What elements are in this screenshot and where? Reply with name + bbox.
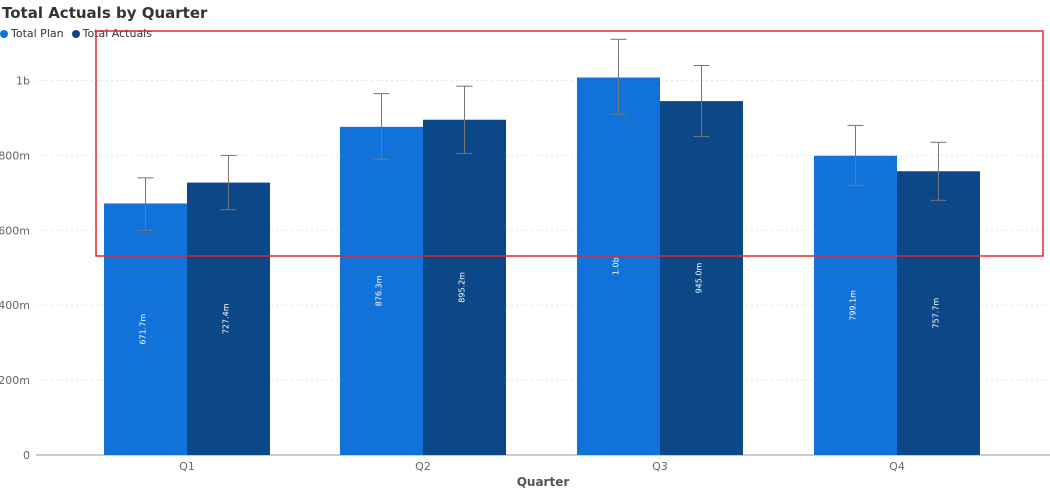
data-label: 799.1m (849, 290, 858, 321)
x-tick-label: Q2 (415, 460, 431, 473)
data-label: 1.0b (612, 257, 621, 275)
bar-plan-q4 (814, 155, 897, 455)
bar-actuals-q1 (187, 182, 270, 456)
bar-actuals-q3 (660, 101, 743, 455)
bar-plan-q1 (104, 203, 187, 455)
bar-actuals-q2 (423, 119, 506, 456)
legend-item-plan[interactable]: Total Plan (0, 27, 64, 40)
bar-actuals-q4 (897, 171, 980, 456)
y-tick-label: 800m (0, 149, 30, 162)
y-tick-label: 0 (23, 449, 30, 462)
y-tick-label: 1b (16, 75, 30, 88)
x-axis-title: Quarter (517, 475, 570, 489)
data-label: 876.3m (375, 275, 384, 306)
data-label: 727.4m (222, 303, 231, 334)
y-tick-label: 200m (0, 374, 30, 387)
legend-dot-actuals-icon (71, 29, 80, 38)
x-tick-label: Q4 (889, 460, 905, 473)
y-tick-label: 600m (0, 224, 30, 237)
highlight-box (95, 30, 1044, 257)
legend-dot-plan-icon (0, 29, 8, 38)
bar-plan-q2 (340, 126, 423, 455)
bar-plan-q3 (577, 77, 660, 455)
data-label: 895.2m (458, 272, 467, 303)
legend-label-plan: Total Plan (11, 27, 64, 40)
y-tick-label: 400m (0, 299, 30, 312)
data-label: 945.0m (695, 262, 704, 293)
chart-title: Total Actuals by Quarter (2, 4, 208, 22)
data-label: 671.7m (139, 314, 148, 345)
data-label: 757.7m (932, 298, 941, 329)
x-tick-label: Q3 (652, 460, 668, 473)
x-tick-label: Q1 (179, 460, 195, 473)
